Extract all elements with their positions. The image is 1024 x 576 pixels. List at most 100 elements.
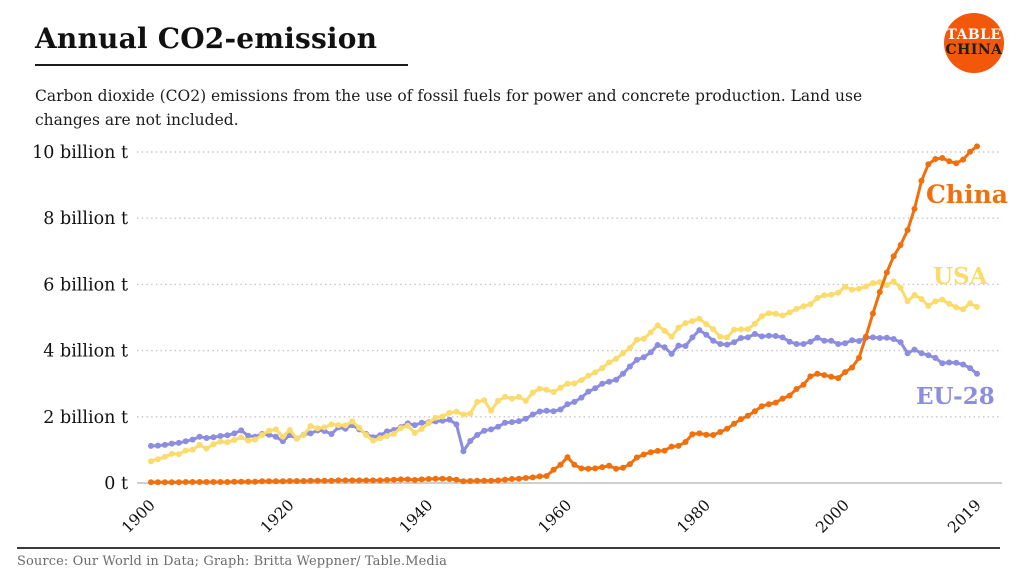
series-point-eu-28 bbox=[585, 388, 592, 395]
series-point-usa bbox=[377, 435, 384, 442]
series-point-eu-28 bbox=[897, 339, 904, 346]
y-tick-label: 4 billion t bbox=[43, 342, 128, 362]
series-point-eu-28 bbox=[814, 334, 821, 341]
series-point-eu-28 bbox=[842, 340, 849, 347]
series-point-eu-28 bbox=[821, 337, 828, 344]
series-point-china bbox=[404, 476, 411, 483]
series-point-china bbox=[252, 478, 259, 485]
series-point-usa bbox=[932, 298, 939, 305]
series-point-china bbox=[384, 477, 390, 483]
series-point-usa bbox=[252, 436, 259, 443]
series-point-china bbox=[751, 408, 758, 415]
series-point-eu-28 bbox=[467, 438, 474, 444]
series-point-usa bbox=[224, 439, 231, 446]
series-point-usa bbox=[897, 284, 904, 291]
series-point-eu-28 bbox=[148, 442, 154, 449]
series-point-eu-28 bbox=[751, 331, 758, 337]
series-point-china bbox=[300, 478, 307, 484]
series-point-china bbox=[758, 403, 765, 410]
series-point-usa bbox=[744, 326, 751, 333]
series-point-china bbox=[842, 369, 849, 376]
series-point-china bbox=[231, 478, 238, 485]
series-point-eu-28 bbox=[939, 360, 946, 367]
series-point-usa bbox=[710, 326, 717, 333]
series-point-usa bbox=[384, 433, 390, 439]
series-point-usa bbox=[210, 441, 217, 448]
series-point-eu-28 bbox=[502, 419, 508, 426]
series-point-china bbox=[148, 479, 154, 486]
series-point-eu-28 bbox=[182, 438, 189, 445]
series-point-china bbox=[647, 449, 654, 456]
series-point-usa bbox=[939, 296, 946, 303]
series-point-eu-28 bbox=[849, 337, 856, 344]
y-tick-label: 6 billion t bbox=[43, 275, 128, 295]
series-point-china bbox=[571, 461, 578, 468]
series-point-eu-28 bbox=[661, 344, 668, 351]
series-point-usa bbox=[967, 300, 974, 307]
series-point-eu-28 bbox=[460, 448, 467, 455]
series-point-eu-28 bbox=[217, 433, 224, 439]
series-point-china bbox=[606, 462, 613, 469]
series-point-china bbox=[286, 478, 293, 484]
series-point-usa bbox=[668, 333, 675, 340]
series-point-eu-28 bbox=[529, 411, 536, 418]
series-point-usa bbox=[342, 422, 349, 429]
series-point-eu-28 bbox=[279, 438, 286, 445]
series-point-usa bbox=[175, 451, 182, 458]
series-point-usa bbox=[696, 315, 703, 322]
series-point-china bbox=[960, 156, 967, 163]
y-tick-label: 0 t bbox=[104, 474, 128, 494]
series-point-eu-28 bbox=[828, 337, 835, 344]
series-point-usa bbox=[168, 450, 175, 457]
series-point-china bbox=[411, 477, 418, 483]
series-point-usa bbox=[869, 280, 876, 287]
series-point-china bbox=[342, 477, 349, 484]
series-point-eu-28 bbox=[606, 378, 613, 385]
series-point-usa bbox=[654, 322, 661, 329]
series-point-china bbox=[328, 477, 335, 484]
series-point-eu-28 bbox=[508, 419, 515, 426]
series-point-eu-28 bbox=[488, 426, 495, 433]
series-point-china bbox=[772, 399, 779, 406]
series-point-usa bbox=[890, 278, 897, 285]
series-point-usa bbox=[911, 292, 918, 298]
series-point-eu-28 bbox=[231, 430, 238, 437]
series-point-usa bbox=[300, 432, 307, 438]
series-point-china bbox=[620, 464, 626, 471]
series-point-china bbox=[710, 432, 717, 438]
series-point-china bbox=[807, 373, 814, 380]
series-point-usa bbox=[307, 423, 314, 430]
series-point-china bbox=[668, 443, 675, 450]
footer-divider bbox=[17, 547, 1000, 549]
series-point-usa bbox=[425, 420, 432, 427]
series-point-eu-28 bbox=[717, 341, 724, 347]
series-point-eu-28 bbox=[418, 419, 425, 426]
series-point-eu-28 bbox=[946, 359, 953, 366]
series-point-china bbox=[967, 148, 974, 155]
series-point-china bbox=[564, 454, 571, 461]
series-point-eu-28 bbox=[224, 432, 231, 439]
series-point-usa bbox=[828, 291, 835, 298]
series-point-china bbox=[731, 420, 738, 427]
series-point-china bbox=[321, 477, 328, 484]
series-point-china bbox=[467, 478, 474, 484]
series-point-china bbox=[585, 465, 592, 472]
series-point-china bbox=[557, 461, 564, 468]
series-point-china bbox=[814, 370, 821, 377]
series-point-eu-28 bbox=[647, 349, 654, 356]
series-point-china bbox=[599, 464, 606, 471]
series-point-usa bbox=[418, 426, 425, 432]
y-tick-label: 2 billion t bbox=[43, 408, 128, 428]
series-point-eu-28 bbox=[967, 365, 974, 372]
series-point-china bbox=[203, 479, 210, 485]
series-point-china bbox=[661, 447, 668, 454]
series-point-eu-28 bbox=[779, 334, 786, 341]
series-point-eu-28 bbox=[710, 337, 717, 344]
series-point-china bbox=[161, 479, 168, 486]
series-point-eu-28 bbox=[640, 354, 647, 361]
series-point-eu-28 bbox=[925, 352, 932, 359]
series-point-china bbox=[335, 477, 342, 484]
series-point-eu-28 bbox=[564, 401, 571, 408]
x-tick-label: 1940 bbox=[396, 496, 437, 537]
